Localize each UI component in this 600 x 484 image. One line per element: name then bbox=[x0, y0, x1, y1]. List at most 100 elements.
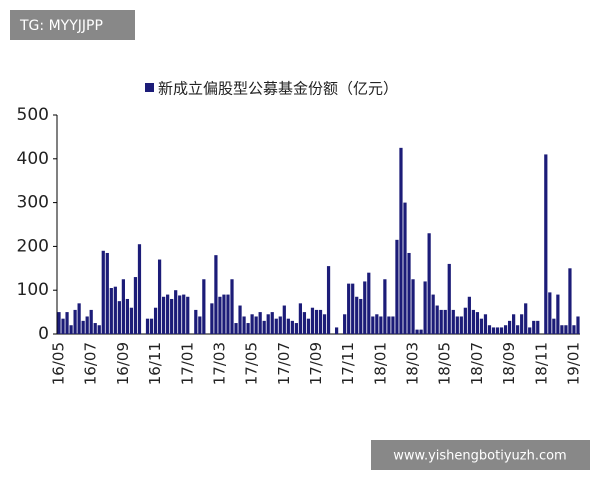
bar bbox=[157, 259, 162, 334]
bar bbox=[314, 309, 319, 334]
bar bbox=[65, 312, 69, 334]
bar bbox=[387, 316, 391, 334]
bar bbox=[89, 309, 93, 334]
bar bbox=[194, 309, 198, 334]
bar bbox=[186, 296, 190, 334]
bar bbox=[371, 316, 375, 334]
x-tick-label: 18/09 bbox=[500, 342, 518, 385]
bar bbox=[137, 244, 142, 334]
bar bbox=[278, 316, 282, 334]
bar bbox=[334, 327, 339, 334]
bar bbox=[250, 314, 254, 334]
bar bbox=[363, 281, 367, 334]
bar bbox=[81, 320, 85, 334]
bar bbox=[399, 147, 403, 334]
bar bbox=[214, 255, 218, 334]
bar bbox=[238, 305, 242, 334]
bar bbox=[375, 314, 379, 334]
bar bbox=[109, 288, 113, 334]
y-tick-label: 100 bbox=[17, 280, 49, 300]
bar bbox=[379, 316, 383, 334]
bar bbox=[101, 250, 105, 334]
bar bbox=[218, 296, 222, 334]
bar bbox=[97, 325, 101, 334]
bar bbox=[491, 327, 496, 334]
x-tick-label: 16/07 bbox=[82, 342, 100, 385]
bar bbox=[93, 323, 97, 334]
bar bbox=[202, 279, 206, 334]
bar bbox=[198, 316, 202, 334]
bar bbox=[411, 279, 415, 334]
bar bbox=[274, 318, 278, 334]
y-tick-label: 500 bbox=[17, 105, 49, 125]
bar bbox=[427, 233, 431, 334]
bar bbox=[503, 325, 508, 334]
bar bbox=[262, 320, 266, 334]
bar bbox=[266, 314, 270, 334]
bar bbox=[536, 320, 540, 334]
bar bbox=[166, 294, 170, 334]
bar bbox=[355, 296, 359, 334]
bar bbox=[69, 325, 73, 334]
bar bbox=[170, 298, 174, 334]
bar bbox=[564, 325, 568, 334]
bar bbox=[512, 314, 516, 334]
bar bbox=[178, 295, 182, 334]
bar bbox=[226, 294, 230, 334]
bar bbox=[113, 286, 117, 334]
bar bbox=[258, 312, 262, 334]
bar bbox=[210, 303, 214, 334]
bar bbox=[117, 301, 121, 334]
bar bbox=[77, 303, 81, 334]
bar bbox=[544, 154, 548, 334]
bar bbox=[105, 252, 109, 334]
bar bbox=[415, 329, 419, 334]
x-tick-label: 18/01 bbox=[371, 342, 389, 385]
watermark: TG: MYYJJPP bbox=[19, 18, 103, 34]
bar bbox=[234, 323, 238, 334]
bar bbox=[403, 202, 407, 334]
bar bbox=[343, 314, 347, 334]
bar bbox=[162, 296, 166, 334]
bar bbox=[552, 318, 556, 334]
y-tick-label: 400 bbox=[17, 149, 49, 169]
y-tick-label: 200 bbox=[17, 236, 49, 256]
bar bbox=[286, 318, 290, 334]
bar bbox=[351, 283, 355, 334]
bar bbox=[463, 307, 467, 334]
legend-label: 新成立偏股型公募基金份额（亿元） bbox=[158, 80, 398, 98]
bar bbox=[182, 294, 186, 334]
bar bbox=[282, 305, 286, 334]
x-tick-label: 17/05 bbox=[243, 342, 261, 385]
bar bbox=[391, 316, 395, 334]
bar bbox=[459, 316, 463, 334]
bar bbox=[153, 307, 158, 334]
bar bbox=[322, 314, 327, 334]
bar bbox=[230, 279, 234, 334]
bar bbox=[85, 316, 89, 334]
bar bbox=[451, 309, 455, 334]
bar bbox=[520, 314, 524, 334]
bar bbox=[395, 239, 399, 334]
bar bbox=[61, 318, 65, 334]
bar bbox=[495, 327, 500, 334]
bar bbox=[487, 325, 492, 334]
bar bbox=[306, 318, 311, 334]
legend-swatch bbox=[145, 83, 154, 92]
x-tick-label: 17/01 bbox=[178, 342, 196, 385]
bar bbox=[347, 283, 351, 334]
bar bbox=[516, 325, 520, 334]
x-tick-label: 17/11 bbox=[339, 342, 357, 385]
bar bbox=[407, 252, 411, 334]
bar bbox=[548, 292, 552, 334]
bar bbox=[121, 279, 125, 334]
bar bbox=[439, 309, 443, 334]
bar bbox=[57, 312, 61, 334]
bar bbox=[447, 263, 451, 334]
x-tick-label: 18/07 bbox=[468, 342, 486, 385]
bar bbox=[499, 327, 504, 334]
bar bbox=[254, 316, 258, 334]
bar bbox=[133, 277, 138, 334]
bar bbox=[270, 312, 274, 334]
